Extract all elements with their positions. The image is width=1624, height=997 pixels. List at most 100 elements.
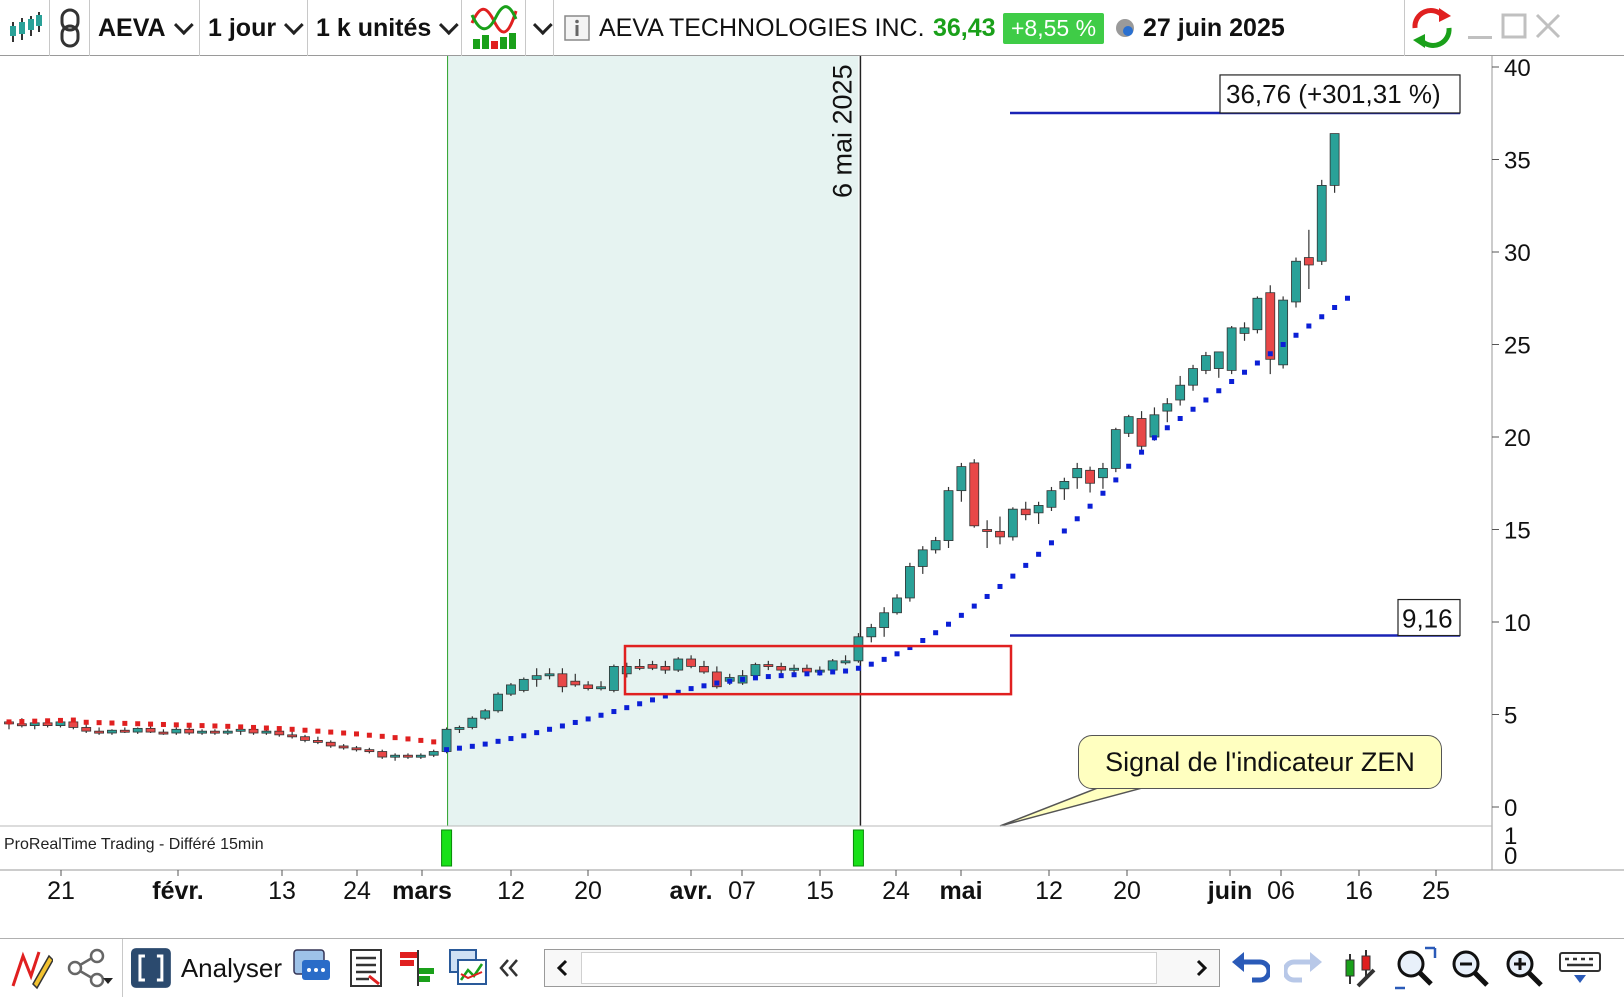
candle-body [840,660,851,664]
sar-dot [469,743,475,749]
x-tick-label: 12 [1035,877,1063,905]
candle-body [1213,351,1224,369]
candle-body [1329,133,1340,186]
sar-dot [946,621,952,627]
candle-body [1239,327,1250,334]
minimize-button[interactable] [1466,12,1494,40]
sar-dot [830,669,836,675]
bottom-toolbar: Analyser [0,938,1624,997]
sar-dot [817,670,823,676]
zoom-fit-button[interactable] [1390,939,1440,997]
candle-body [1278,299,1289,366]
candle-body [608,666,619,691]
undo-icon [1232,952,1270,983]
period-dropdown[interactable]: 1 jour [200,0,308,56]
candle-body [995,530,1005,538]
sar-dot [572,719,578,725]
chart-type-button[interactable] [0,0,50,56]
info-button[interactable] [562,0,592,56]
y-tick-label: 35 [1504,148,1531,175]
minimize-icon [1468,36,1492,39]
candle-body [506,684,516,695]
indicator-tick-label: 1 [1504,823,1517,850]
event-date-label: 6 mai 2025 [827,64,857,198]
price-chart[interactable]: 6 mai 2025 36,76 (+301,31 %) 9,16 40 35 30… [0,56,1624,938]
undo-button[interactable] [1226,939,1274,997]
candle-body [1149,414,1160,438]
sar-dot [379,733,385,739]
candle-body [827,660,838,671]
scroll-left-button[interactable] [545,950,579,986]
redo-button[interactable] [1280,939,1328,997]
sar-dot [19,719,25,725]
candle-body [673,658,684,671]
collapse-button[interactable] [494,939,524,997]
sar-dot [70,717,76,723]
sar-dot [1190,406,1196,412]
sar-dot [482,741,488,747]
candle-body [480,710,491,719]
refresh-button[interactable] [1404,0,1458,56]
draw-tool-button[interactable] [4,939,58,997]
zen-signal-bar [441,829,453,867]
order-book-button[interactable] [394,939,442,997]
link-button[interactable] [50,0,90,56]
candle-body [1059,480,1070,490]
sar-dot [804,671,810,677]
units-dropdown[interactable]: 1 k unités [308,0,462,56]
last-price: 36,43 [933,13,996,42]
sar-dot [1087,503,1093,509]
candle-body [1123,416,1134,434]
x-tick-label: mai [939,877,982,905]
indicators-dropdown[interactable] [526,0,554,56]
pencil-icon [11,951,53,990]
sar-dot [984,593,990,599]
maximize-button[interactable] [1500,12,1528,40]
candle-body [699,666,709,673]
x-tick-label: 20 [1113,877,1141,905]
level-label-box-top [1219,74,1461,114]
candle-body [905,566,915,599]
indicators-button[interactable] [462,0,526,56]
candle-body [1072,468,1083,479]
y-tick-label: 5 [1504,703,1517,730]
share-button[interactable] [64,939,116,997]
sar-dot [1010,573,1016,579]
analyser-button[interactable]: Analyser [122,939,282,997]
x-tick-label: juin [1207,877,1252,905]
zoom-in-button[interactable] [1500,939,1548,997]
candle-body [467,717,478,728]
candle-body [1098,468,1108,479]
close-button[interactable] [1534,12,1562,40]
report-button[interactable] [342,939,390,997]
sar-dot [263,725,269,731]
scrollbar-thumb[interactable] [581,952,1157,984]
candle-body [145,727,156,733]
candle-body [866,627,877,638]
scroll-right-button[interactable] [1185,950,1219,986]
candle-body [750,664,761,677]
sar-dot [971,603,977,609]
sar-dot [534,730,540,736]
comments-button[interactable] [288,939,336,997]
data-source-credit: ProRealTime Trading - Différé 15min [4,836,264,853]
x-tick-label: 12 [497,877,525,905]
sar-dots-group [6,295,1350,753]
sar-dot [701,683,707,689]
candle-body [518,678,529,691]
window-charts-button[interactable] [444,939,492,997]
period-label: 1 jour [208,13,277,42]
symbol-dropdown[interactable]: AEVA [90,0,200,56]
refresh-icon [1411,8,1452,48]
consolidation-box [623,644,1013,696]
candle-body [1226,327,1237,371]
candle-body [16,723,27,727]
sar-dot [894,651,900,657]
sar-dot [598,712,604,718]
candle-body [1020,508,1031,516]
company-name: AEVA TECHNOLOGIES INC. [599,13,925,42]
zoom-out-button[interactable] [1446,939,1494,997]
chart-scrollbar[interactable] [544,949,1220,987]
keyboard-button[interactable] [1554,939,1606,997]
properties-button[interactable] [1336,939,1384,997]
